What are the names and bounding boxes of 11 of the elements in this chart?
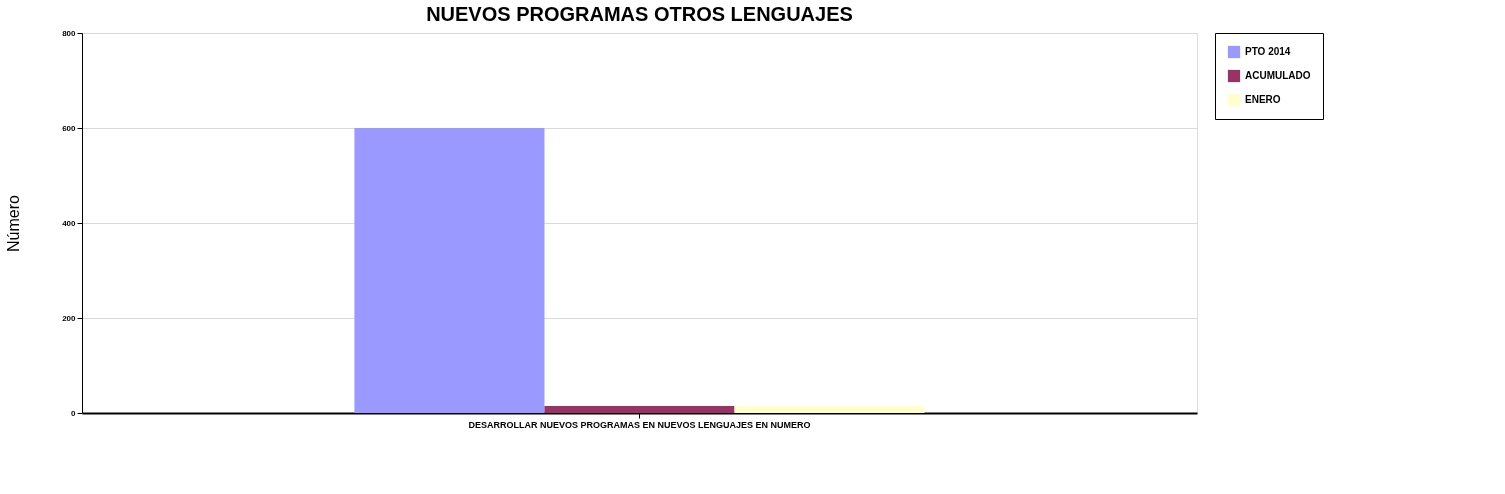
- y-axis-title: Número: [5, 194, 23, 252]
- y-tick-label: 600: [62, 123, 77, 133]
- y-tick-label: 800: [62, 28, 77, 38]
- y-tick-label: 400: [62, 218, 77, 228]
- y-tick-label: 200: [62, 313, 77, 323]
- legend-label: ACUMULADO: [1245, 70, 1311, 81]
- chart-title: NUEVOS PROGRAMAS OTROS LENGUAJES: [426, 3, 853, 25]
- legend-label: PTO 2014: [1245, 46, 1291, 57]
- y-tick-label: 0: [71, 408, 77, 418]
- x-tick-label: DESARROLLAR NUEVOS PROGRAMAS EN NUEVOS LENGUAJES EN NUMERO: [468, 419, 811, 430]
- legend-label: ENERO: [1245, 94, 1281, 105]
